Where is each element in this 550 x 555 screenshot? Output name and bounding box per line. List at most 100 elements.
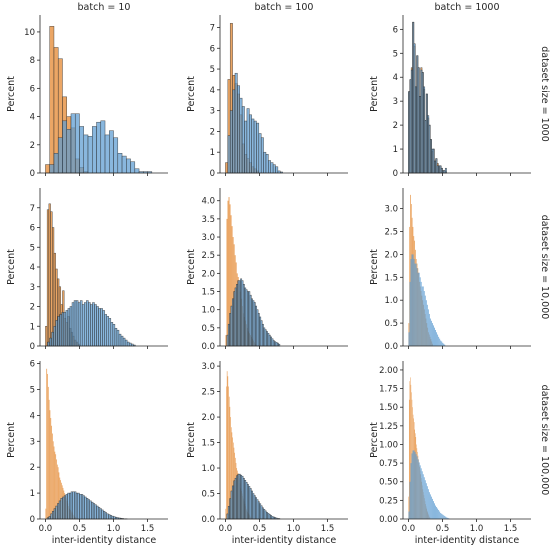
y-tick-label: 3.5 — [201, 215, 215, 225]
y-tick-label: 0.0 — [201, 515, 215, 525]
bar — [50, 410, 51, 519]
bar — [418, 273, 419, 346]
bar — [225, 163, 227, 173]
y-tick-label: 1.5 — [201, 288, 215, 298]
y-tick-label: 10 — [24, 28, 35, 38]
y-tick-label: 2.0 — [201, 413, 215, 423]
bar — [245, 121, 247, 173]
y-tick-label: 4 — [30, 113, 35, 123]
bar — [445, 168, 446, 173]
y-tick-label: 2.5 — [384, 228, 398, 238]
bar — [88, 136, 92, 173]
bar — [45, 326, 47, 346]
y-axis-label: Percent — [186, 76, 197, 112]
x-tick-label: 1.5 — [504, 524, 518, 534]
bar — [275, 167, 277, 173]
bar — [226, 219, 227, 346]
y-tick-label: 2.0 — [201, 269, 215, 279]
bar — [266, 154, 268, 173]
bar — [64, 496, 66, 519]
bar — [50, 418, 51, 519]
y-tick-label: 0 — [30, 342, 35, 352]
bar — [97, 307, 99, 347]
x-tick-label: 0.0 — [219, 524, 233, 534]
bar — [433, 325, 434, 346]
y-tick-label: 1 — [30, 322, 35, 332]
bar — [424, 291, 425, 346]
y-tick-label: 0 — [30, 169, 35, 179]
bar — [47, 210, 49, 346]
bar — [86, 498, 88, 519]
bar — [51, 426, 52, 519]
y-tick-label: 1 — [393, 145, 398, 155]
y-tick-label: 6 — [393, 25, 398, 35]
bar — [52, 511, 54, 519]
bar — [410, 259, 411, 346]
bar — [237, 86, 239, 173]
bar — [441, 341, 442, 346]
y-tick-label: 1.5 — [384, 273, 398, 283]
bar — [412, 453, 413, 519]
bar — [81, 494, 83, 519]
x-tick-label: 0.5 — [436, 524, 450, 534]
bar — [85, 497, 87, 519]
bar — [78, 303, 80, 346]
y-tick-label: 4 — [30, 411, 35, 421]
y-tick-label: 0 — [30, 515, 35, 525]
bar — [115, 328, 117, 346]
y-tick-label: 2.00 — [379, 366, 398, 376]
bar — [414, 450, 415, 519]
bar — [434, 503, 435, 519]
bar — [240, 98, 242, 173]
bar — [51, 514, 53, 519]
column-title: batch = 1000 — [435, 2, 500, 13]
bar — [76, 493, 78, 519]
bar — [84, 303, 86, 346]
y-tick-label: 1.50 — [379, 403, 398, 413]
x-tick-label: 1.0 — [470, 524, 484, 534]
bar — [426, 300, 427, 346]
bar — [109, 131, 113, 173]
series-blue — [227, 474, 280, 519]
bar — [50, 338, 52, 346]
bar — [417, 456, 418, 519]
bar — [434, 328, 435, 346]
y-tick-label: 1 — [210, 148, 215, 158]
bar — [90, 305, 92, 346]
bar — [409, 282, 410, 346]
bar — [102, 510, 104, 519]
y-tick-label: 3.0 — [201, 362, 215, 372]
bar — [70, 307, 72, 347]
bar — [419, 273, 420, 346]
bar — [440, 513, 441, 519]
bar — [225, 509, 226, 519]
bar — [256, 123, 258, 173]
bar — [254, 121, 256, 173]
bar — [408, 512, 409, 519]
bar — [105, 135, 109, 173]
bar — [110, 515, 112, 519]
series-blue — [408, 254, 445, 346]
bar — [125, 340, 127, 346]
bar — [56, 320, 58, 346]
bar — [69, 493, 71, 519]
bar — [418, 459, 419, 519]
bar — [92, 126, 96, 173]
bar — [71, 114, 75, 173]
bar — [108, 515, 110, 519]
bar — [420, 465, 421, 519]
bar — [88, 500, 90, 519]
y-tick-label: 5 — [30, 385, 35, 395]
bar — [433, 501, 434, 519]
bar — [112, 516, 114, 519]
y-tick-label: 6 — [30, 84, 35, 94]
bar — [58, 138, 62, 173]
bar — [92, 303, 94, 346]
y-axis-label: Percent — [186, 249, 197, 285]
y-tick-label: 4 — [393, 73, 398, 83]
bar — [432, 323, 433, 346]
